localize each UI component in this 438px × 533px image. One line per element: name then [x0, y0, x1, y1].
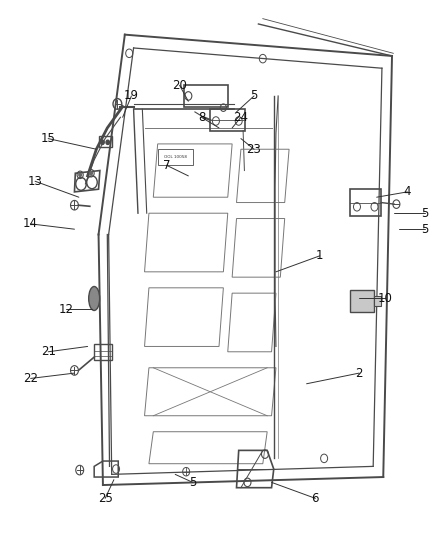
Text: 20: 20 — [172, 79, 187, 92]
Text: 1: 1 — [316, 249, 324, 262]
Text: 10: 10 — [378, 292, 393, 305]
Circle shape — [79, 173, 81, 176]
Text: 7: 7 — [162, 159, 170, 172]
Circle shape — [101, 140, 104, 144]
Text: 23: 23 — [247, 143, 261, 156]
Text: OOL 10058: OOL 10058 — [164, 155, 187, 159]
Text: 24: 24 — [233, 111, 248, 124]
Text: 14: 14 — [23, 217, 38, 230]
Text: 22: 22 — [23, 372, 38, 385]
Text: 19: 19 — [124, 90, 139, 102]
Polygon shape — [350, 290, 374, 312]
Text: 13: 13 — [28, 175, 42, 188]
Text: 21: 21 — [41, 345, 56, 358]
Text: 5: 5 — [189, 476, 196, 489]
Text: 12: 12 — [58, 303, 73, 316]
Text: 5: 5 — [251, 90, 258, 102]
Text: 5: 5 — [421, 223, 428, 236]
Text: 8: 8 — [198, 111, 205, 124]
Circle shape — [90, 172, 92, 175]
Text: 5: 5 — [421, 207, 428, 220]
Polygon shape — [374, 296, 381, 306]
Text: 6: 6 — [311, 492, 319, 505]
Text: 4: 4 — [403, 185, 411, 198]
Text: 2: 2 — [355, 367, 363, 379]
Text: 25: 25 — [98, 492, 113, 505]
Ellipse shape — [88, 287, 99, 310]
Circle shape — [106, 140, 110, 144]
Text: 15: 15 — [41, 132, 56, 145]
